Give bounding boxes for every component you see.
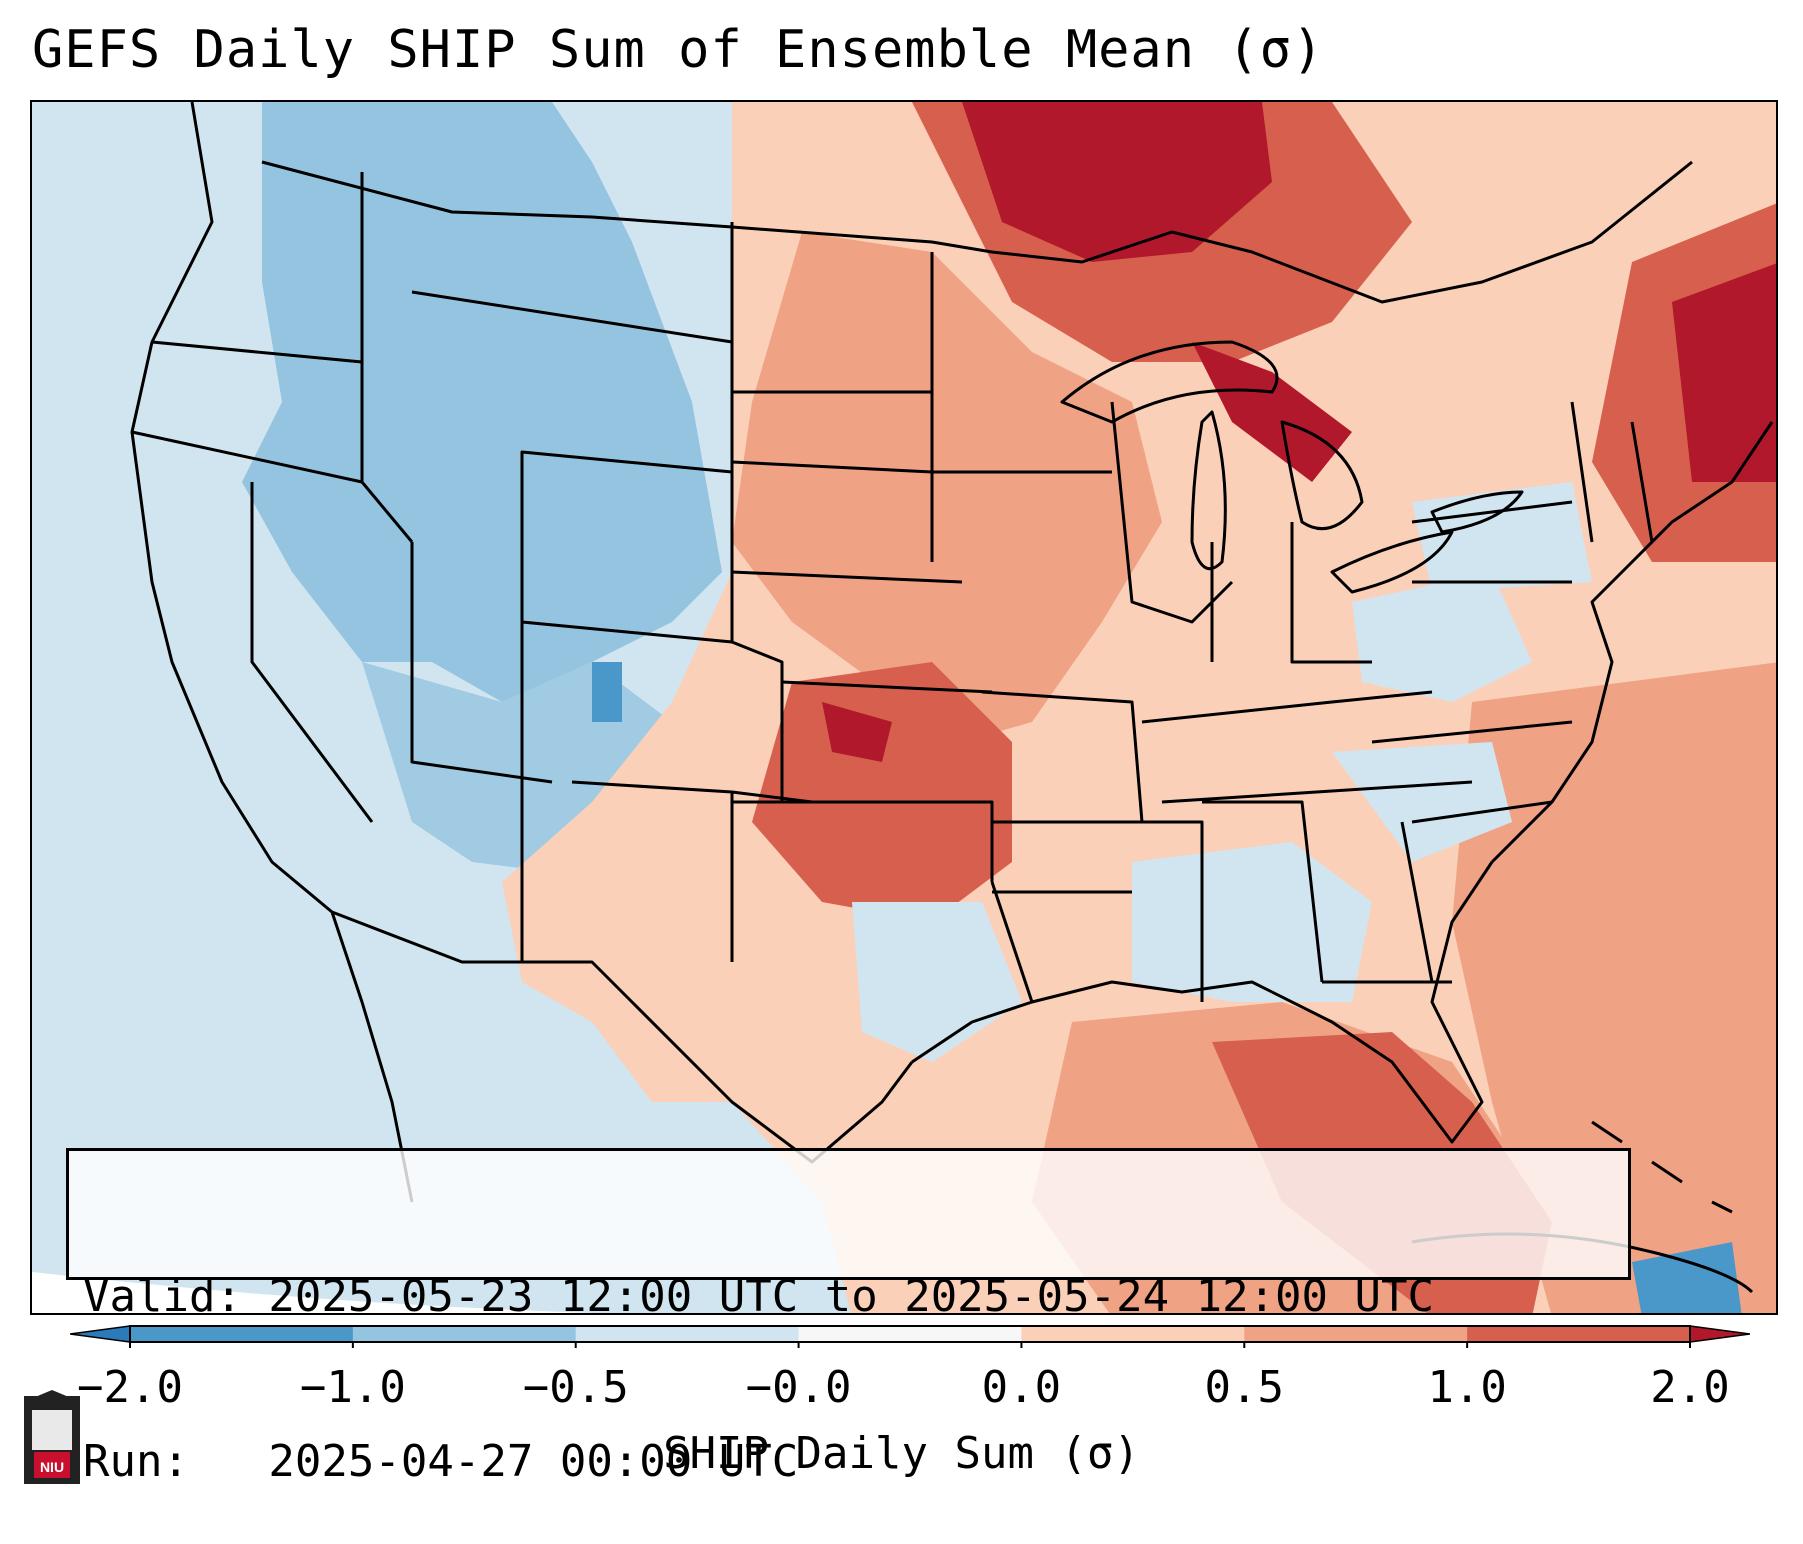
state-line-nc-va	[1371, 720, 1573, 824]
colorbar-outline	[129, 1325, 1691, 1343]
field-red-dark-north	[962, 102, 1272, 262]
projection-edge	[32, 1272, 594, 1313]
field-blue-carolinas	[1332, 742, 1512, 862]
mexico-border	[331, 910, 914, 1164]
ship-anomaly-map	[32, 102, 1776, 1313]
state-line-ga-fl	[1322, 821, 1452, 984]
field-red-mid-central	[732, 232, 1162, 742]
colorbar-tick-label: −0.0	[745, 1362, 852, 1413]
colorbar-segment	[798, 1326, 1022, 1342]
field-red-dark-northeast	[1672, 263, 1776, 482]
state-line-or-ca	[131, 430, 363, 484]
state-line-ms-al	[1132, 800, 1324, 1002]
valid-time-line: Valid: 2025-05-23 12:00 UTC to 2025-05-2…	[83, 1271, 1435, 1322]
state-line-id	[360, 172, 414, 543]
state-line-new-england	[1570, 401, 1654, 543]
state-line-wa-or	[151, 340, 363, 364]
bahamas-islands	[1591, 1120, 1733, 1214]
colorbar-segment	[1244, 1326, 1468, 1342]
colorbar-tick-label: −1.0	[299, 1362, 406, 1413]
field-blue-cuba	[1632, 1242, 1742, 1313]
colorbar-tick-label: 1.0	[1427, 1362, 1507, 1413]
state-line-in-oh	[1210, 522, 1372, 664]
lake-huron	[1280, 420, 1364, 531]
run-time-line: Run: 2025-04-27 00:00 UTC	[83, 1436, 799, 1487]
colorbar-extend-high	[1689, 1325, 1750, 1343]
colorbar-tick-label: 2.0	[1650, 1362, 1730, 1413]
lake-michigan	[1190, 410, 1227, 571]
field-blue-colorado	[592, 662, 622, 722]
colorbar-segment	[352, 1326, 577, 1342]
state-line-mt-wy	[411, 290, 733, 344]
state-line-mn-ia	[930, 252, 1112, 562]
field-blue-texas	[852, 902, 1022, 1062]
state-line-nv	[250, 482, 374, 823]
info-box: Valid: 2025-05-23 12:00 UTC to 2025-05-2…	[66, 1148, 1631, 1487]
state-line-tn-ky	[1141, 690, 1473, 804]
field-red-dark-oklahoma	[822, 702, 892, 762]
state-outlines	[130, 102, 1774, 1294]
colorbar-tick-label: −0.5	[522, 1362, 629, 1413]
lake-ontario	[1430, 490, 1524, 534]
logo-text: NIU	[40, 1459, 64, 1475]
west-coast	[130, 102, 414, 1203]
canada-border	[261, 160, 1693, 304]
state-line-ut-az	[410, 542, 553, 784]
map-frame	[30, 100, 1778, 1315]
lake-erie	[1330, 530, 1454, 594]
field-red-dark-lakes	[1192, 342, 1352, 482]
colorbar-segment	[1467, 1326, 1691, 1342]
state-line-dakotas	[730, 222, 933, 582]
state-line-pa-ny	[1411, 500, 1573, 584]
colorbar-tick-label: 0.5	[1204, 1362, 1285, 1413]
colorbar-segments	[70, 1325, 1750, 1343]
field-red-strong-plains	[752, 662, 1012, 922]
field-blue-appalachia	[1352, 572, 1532, 702]
field-blue-new-york	[1412, 482, 1592, 592]
state-line-mo-ar	[981, 690, 1144, 824]
state-line-ok	[731, 790, 994, 882]
state-line-tx-east	[990, 881, 1034, 1003]
colorbar-extend-low	[70, 1325, 131, 1343]
colorbar-tick-label: 0.0	[981, 1362, 1062, 1413]
lake-superior	[1060, 340, 1279, 424]
state-line-co-ks	[731, 640, 784, 802]
east-coast	[1490, 421, 1774, 864]
colorbar-segment	[130, 1326, 354, 1342]
niu-logo: NIU	[24, 1390, 80, 1484]
colorbar-segment	[1021, 1326, 1245, 1342]
page-title: GEFS Daily SHIP Sum of Ensemble Mean (σ)	[32, 20, 1325, 80]
colorbar	[70, 1325, 1750, 1348]
colorbar-tick-label: −2.0	[77, 1362, 183, 1413]
state-line-ne-ks	[731, 570, 993, 694]
colorbar-label: SHIP Daily Sum (σ)	[663, 1428, 1140, 1479]
colorbar-segment	[575, 1326, 800, 1342]
